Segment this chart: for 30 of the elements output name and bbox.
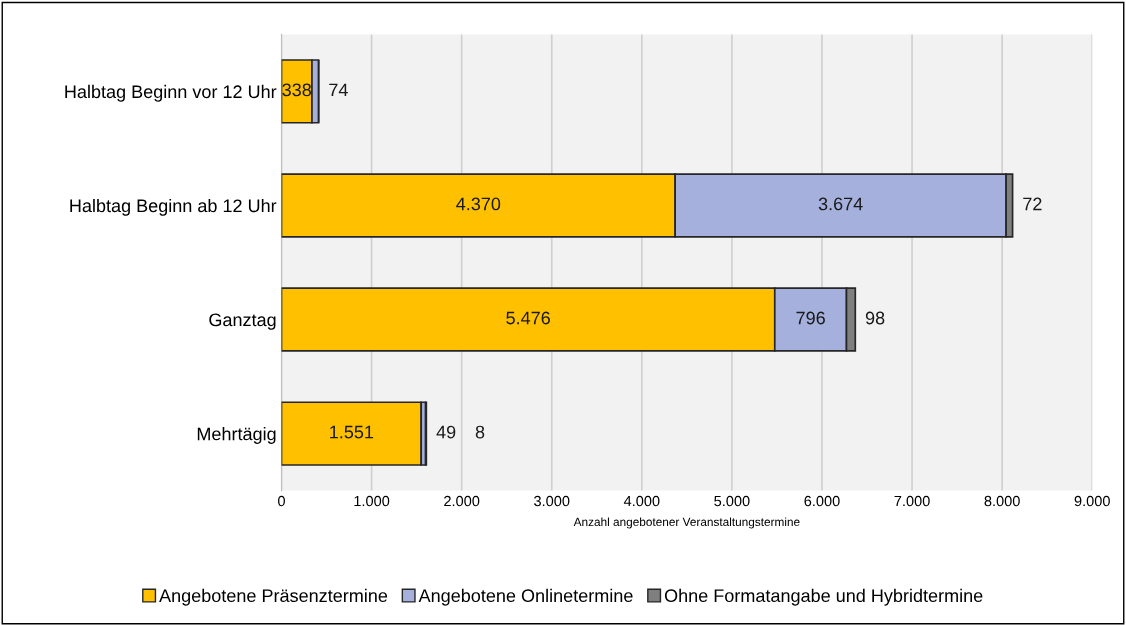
data-label: 338 bbox=[282, 83, 311, 97]
x-tick-label: 0 bbox=[278, 495, 285, 507]
x-tick-label: 2.000 bbox=[444, 495, 480, 507]
x-tick-label: 4.000 bbox=[623, 495, 660, 507]
data-label: 72 bbox=[1023, 197, 1042, 211]
data-label: 74 bbox=[329, 83, 348, 97]
legend-label: Angebotene Onlinetermine bbox=[418, 588, 633, 606]
x-tick-label: 6.000 bbox=[804, 495, 840, 507]
bar bbox=[281, 401, 423, 466]
y-tick-label: Halbtag Beginn vor 12 Uhr bbox=[65, 84, 277, 102]
data-label: 796 bbox=[796, 311, 825, 325]
legend-label: Angebotene Präsenztermine bbox=[159, 588, 388, 606]
x-tick-label: 9.000 bbox=[1074, 495, 1110, 507]
data-label: 8 bbox=[475, 425, 485, 439]
data-label: 98 bbox=[865, 311, 885, 325]
y-tick-label: Mehrtägig bbox=[197, 427, 276, 444]
data-label: 4.370 bbox=[456, 197, 501, 211]
x-axis-title: Anzahl angebotener Veranstaltungstermine bbox=[573, 517, 800, 529]
y-tick-label: Halbtag Beginn ab 12 Uhr bbox=[70, 198, 277, 216]
data-label: 5.476 bbox=[506, 311, 550, 325]
legend-label: Ohne Formatangabe und Hybridtermine bbox=[664, 588, 983, 606]
data-label: 3.674 bbox=[818, 197, 863, 211]
x-tick-label: 1.000 bbox=[354, 495, 390, 507]
x-tick-label: 8.000 bbox=[984, 495, 1020, 507]
data-label: 49 bbox=[436, 425, 456, 439]
data-label: 1.551 bbox=[330, 425, 374, 439]
x-tick-label: 7.000 bbox=[894, 495, 930, 507]
x-tick-label: 3.000 bbox=[534, 495, 570, 507]
y-tick-label: Ganztag bbox=[209, 313, 276, 330]
x-tick-label: 5.000 bbox=[714, 495, 750, 507]
